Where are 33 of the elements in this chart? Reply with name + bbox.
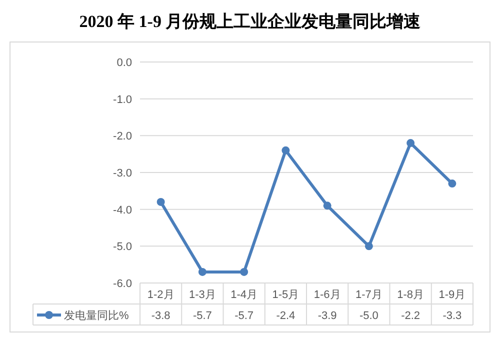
point — [406, 139, 415, 148]
y-tick-label: -5.0 — [113, 241, 132, 254]
point — [240, 268, 248, 276]
data-label: -3.3 — [442, 310, 462, 322]
data-label: -3.9 — [318, 310, 337, 322]
point — [198, 268, 206, 276]
point — [323, 202, 332, 210]
y-tick-label: -2.0 — [113, 130, 132, 143]
data-label: -5.7 — [234, 310, 254, 322]
x-tick-label: 1-5月 — [272, 289, 300, 301]
point — [282, 146, 290, 154]
x-tick-label: 1-9月 — [438, 289, 466, 301]
y-tick-label: -1.0 — [113, 94, 132, 106]
x-tick-label: 1-3月 — [188, 289, 216, 301]
data-label: -5.0 — [359, 310, 378, 322]
data-label: -5.7 — [192, 310, 212, 322]
y-tick-label: 0.0 — [116, 57, 132, 69]
x-tick-label: 1-8月 — [397, 289, 424, 301]
legend-label: 发电量同比% — [64, 309, 129, 322]
data-label: -3.8 — [151, 310, 170, 322]
data-label: -2.4 — [276, 310, 296, 322]
point — [448, 180, 456, 188]
x-tick-label: 1-4月 — [230, 289, 258, 301]
y-tick-label: -6.0 — [113, 278, 132, 290]
x-tick-label: 1-6月 — [314, 289, 341, 301]
point — [364, 242, 373, 250]
chart-title: 2020 年 1-9 月份规上工业企业发电量同比增速 — [79, 12, 421, 31]
data-label: -2.2 — [401, 310, 420, 322]
x-tick-label: 1-7月 — [355, 289, 382, 301]
y-tick-label: -4.0 — [113, 204, 132, 216]
y-tick-label: -3.0 — [113, 168, 132, 180]
point — [156, 198, 165, 206]
x-tick-label: 1-2月 — [147, 289, 174, 301]
